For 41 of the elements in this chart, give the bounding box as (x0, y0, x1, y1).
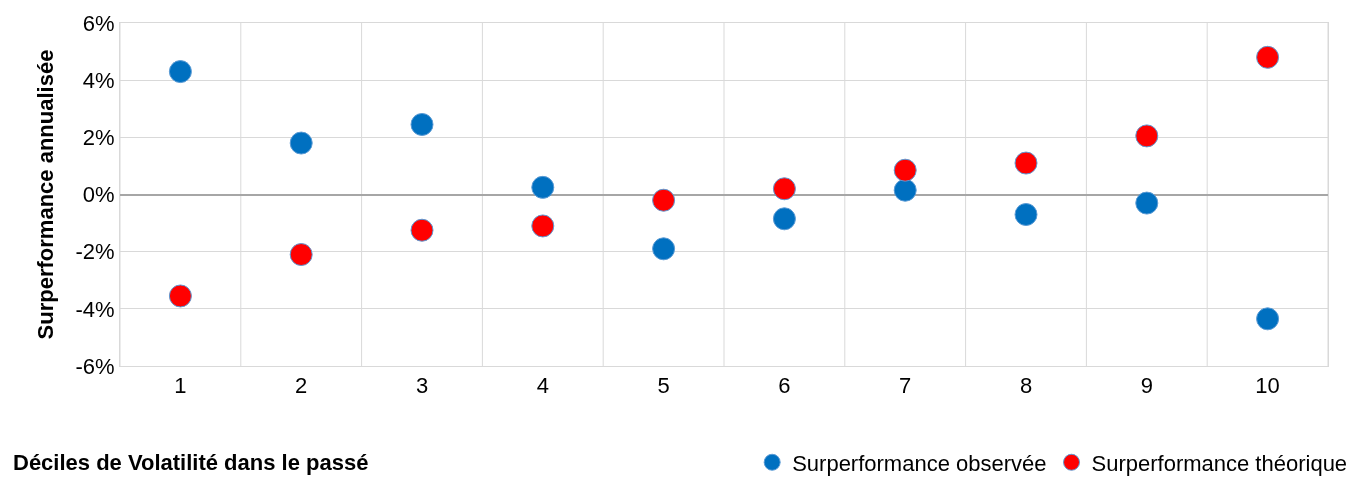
point (1256, 45, 1280, 69)
y-tick-label: 0% (82, 182, 115, 208)
legend-label: Surperformance théorique (1091, 450, 1348, 476)
point (652, 188, 676, 212)
x-tick-label: 3 (415, 373, 429, 399)
point (168, 60, 192, 84)
point (893, 158, 917, 182)
point (1135, 124, 1159, 148)
point (289, 131, 313, 155)
x-tick-label: 9 (1140, 373, 1153, 399)
point (289, 243, 313, 267)
x-axis-title: Déciles de Volatilité dans le passé (13, 450, 369, 475)
y-tick-label: 2% (82, 125, 115, 151)
x-tick-label: 7 (899, 373, 912, 399)
point (652, 237, 676, 261)
point (1014, 203, 1038, 226)
x-tick-label: 6 (778, 373, 791, 399)
point (531, 175, 555, 199)
x-tick-label: 10 (1255, 373, 1280, 399)
point (772, 207, 796, 231)
point (772, 177, 796, 201)
y-tick-label: 6% (82, 10, 115, 36)
y-tick-label: -4% (75, 296, 115, 322)
x-tick-label: 2 (295, 373, 308, 399)
point (168, 284, 192, 308)
y-tick-label: -6% (75, 353, 115, 379)
point (410, 112, 434, 136)
x-tick-label: 8 (1019, 373, 1033, 399)
point (893, 178, 917, 202)
point (531, 214, 555, 238)
point (1256, 307, 1280, 331)
point (1135, 191, 1159, 215)
y-tick-label: -2% (75, 239, 115, 265)
legend-label: Surperformance observée (792, 450, 1047, 476)
point (410, 218, 434, 242)
point (1014, 151, 1038, 175)
x-tick-label: 4 (536, 373, 549, 399)
x-tick-label: 1 (174, 373, 187, 399)
y-tick-label: 4% (82, 67, 115, 93)
y-axis-title: Surperformance annualisée (33, 49, 59, 340)
x-tick-label: 5 (657, 373, 670, 399)
